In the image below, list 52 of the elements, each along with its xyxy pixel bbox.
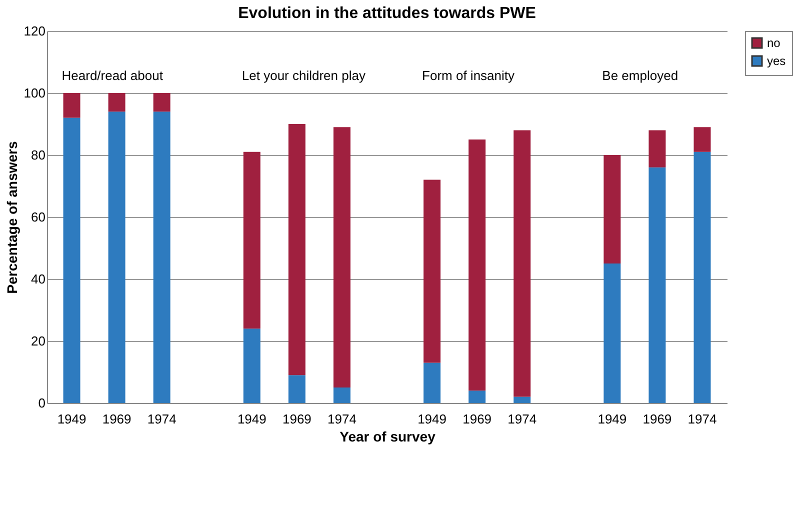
x-tick-label: 1969 (102, 412, 132, 426)
y-tick-label: 60 (31, 210, 46, 224)
y-tick-label: 0 (38, 396, 46, 410)
bar (694, 127, 711, 152)
bar (694, 152, 711, 403)
annotation: Form of insanity (422, 68, 516, 83)
bar (514, 130, 531, 397)
bar (153, 93, 170, 112)
bar (333, 388, 350, 403)
y-tick-label: 80 (31, 148, 46, 162)
annotation: Heard/read about (62, 68, 164, 83)
legend-label: yes (767, 54, 786, 68)
x-tick-label: 1949 (237, 412, 266, 426)
x-tick-label: 1949 (418, 412, 446, 426)
x-tick-label: 1974 (328, 412, 356, 426)
x-tick-label: 1974 (147, 412, 176, 426)
bar (604, 264, 621, 403)
bar (288, 375, 306, 403)
bar (63, 93, 80, 118)
annotation: Let your children play (242, 68, 366, 83)
annotation: Be employed (602, 68, 678, 83)
x-tick-label: 1974 (508, 412, 537, 426)
bar (108, 112, 126, 403)
x-tick-label: 1974 (688, 412, 717, 426)
bar (288, 124, 306, 376)
bar (243, 152, 260, 329)
bar (63, 118, 80, 403)
y-tick-label: 120 (24, 24, 46, 38)
x-tick-label: 1969 (282, 412, 312, 426)
bar (108, 93, 126, 112)
x-tick-label: 1949 (57, 412, 86, 426)
chart-title: Evolution in the attitudes towards PWE (238, 5, 536, 22)
bar (333, 127, 350, 388)
x-tick-label: 1949 (598, 412, 627, 426)
bar (648, 167, 666, 403)
bar (468, 140, 486, 391)
bar (604, 155, 621, 264)
x-tick-label: 1969 (642, 412, 672, 426)
bar (468, 390, 486, 403)
bar (243, 328, 260, 403)
y-axis-title: Percentage of answers (4, 141, 20, 294)
bar (648, 130, 666, 168)
y-tick-label: 40 (31, 272, 46, 286)
bar (424, 180, 441, 363)
legend-label: no (767, 36, 781, 50)
y-tick-label: 100 (24, 86, 46, 100)
bar (153, 112, 170, 403)
bar (424, 362, 441, 403)
bar (514, 396, 531, 403)
x-tick-label: 1969 (462, 412, 492, 426)
y-tick-label: 20 (31, 334, 46, 348)
x-axis-title: Year of survey (340, 428, 436, 444)
